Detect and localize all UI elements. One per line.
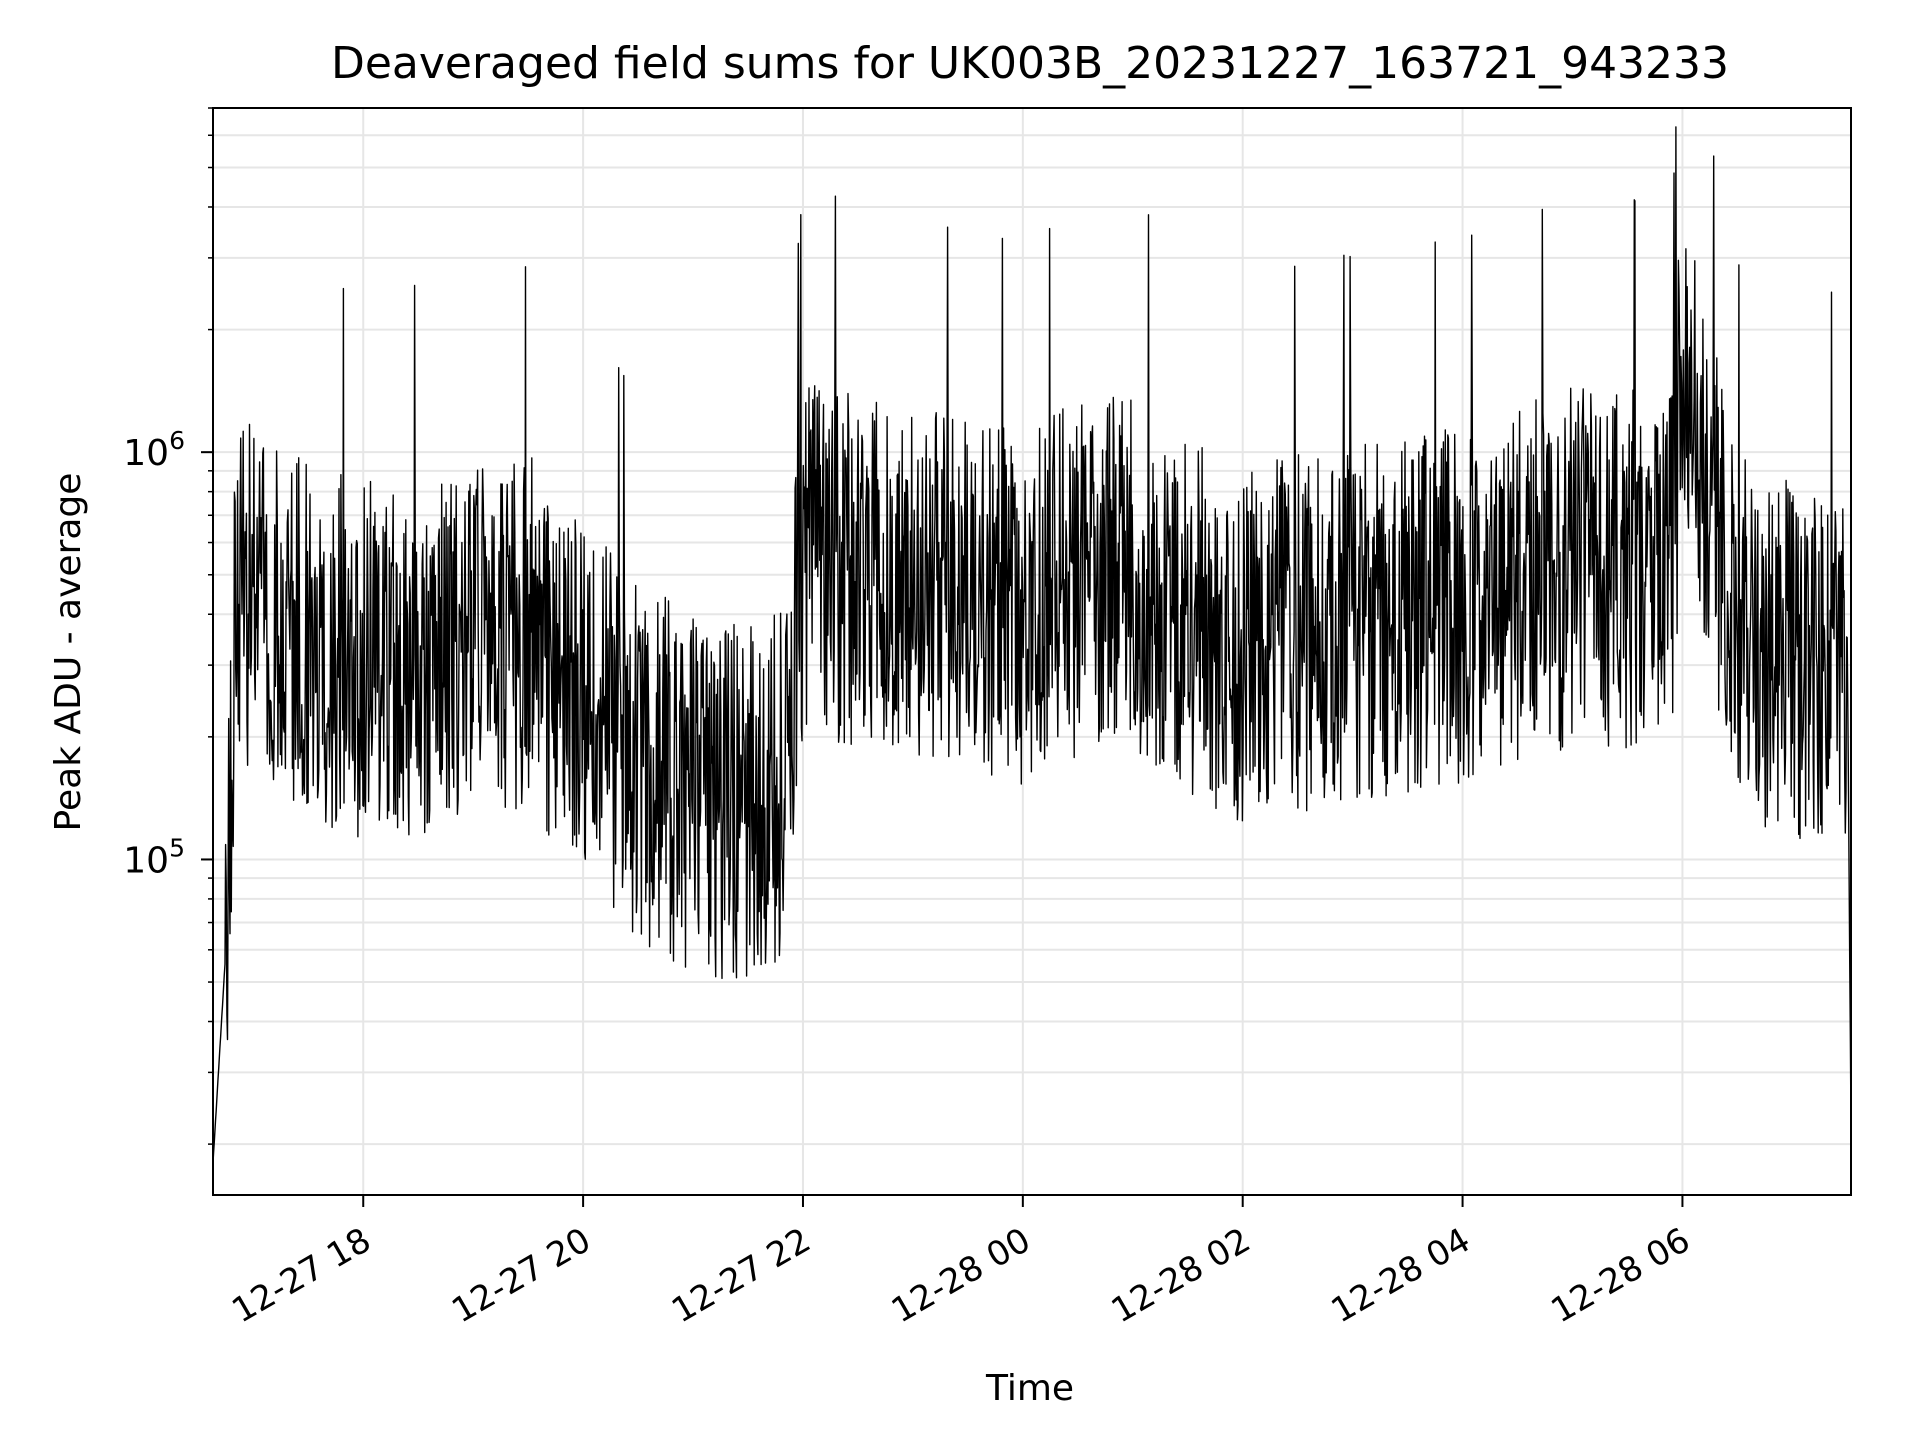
y-axis: 105 106	[123, 107, 213, 1145]
x-axis-label: Time	[985, 1368, 1074, 1409]
y-axis-label: Peak ADU - average	[48, 473, 89, 832]
y-tick-label: 105	[123, 833, 185, 881]
chart-title: Deaveraged field sums for UK003B_2023122…	[331, 38, 1729, 89]
y-tick-label: 106	[123, 426, 185, 474]
plot-frame	[212, 107, 1852, 1196]
series-line	[213, 126, 1851, 1163]
